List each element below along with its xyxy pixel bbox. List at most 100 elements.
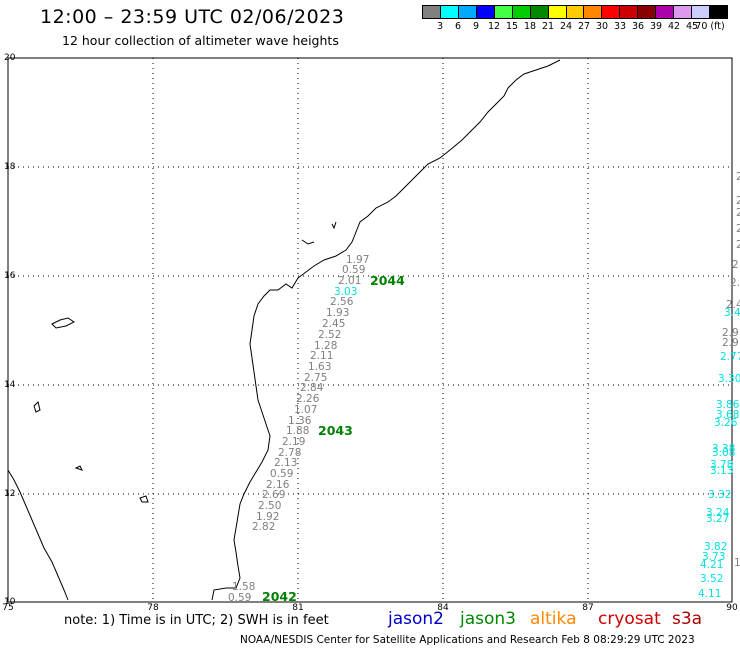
colorbar-label: 21 bbox=[541, 21, 555, 32]
island-small-2 bbox=[139, 495, 149, 503]
colorbar-swatch bbox=[458, 6, 477, 18]
colorbar-label: 27 bbox=[577, 21, 591, 32]
swh-observation: 3.82 bbox=[704, 541, 727, 553]
swh-observation: 2.4 bbox=[726, 299, 740, 311]
latitude-label: 10 bbox=[4, 597, 16, 607]
swh-observation: 3.26 bbox=[714, 417, 738, 429]
swh-observation: 2. bbox=[732, 259, 740, 271]
colorbar-label: 33 bbox=[613, 21, 627, 32]
jason3-track-labels: 2044 2043 2042 bbox=[262, 273, 405, 604]
colorbar-label: 42 bbox=[667, 21, 681, 32]
colorbar-label: 24 bbox=[559, 21, 573, 32]
coastline bbox=[7, 59, 561, 601]
swh-observation: 3.27 bbox=[706, 513, 729, 525]
swh-observation: 2. bbox=[736, 223, 740, 235]
swh-observation: 4.11 bbox=[698, 588, 721, 600]
latitude-label: 12 bbox=[4, 489, 16, 499]
colorbar-swatch bbox=[584, 6, 603, 18]
colorbar-label: 6 bbox=[454, 21, 462, 32]
longitude-label: 87 bbox=[582, 603, 594, 613]
colorbar-swatch bbox=[710, 6, 727, 18]
colorbar-swatch bbox=[674, 6, 693, 18]
swh-observation: 3.24 bbox=[706, 507, 730, 519]
island-small-3 bbox=[74, 465, 83, 471]
map-frame bbox=[7, 57, 733, 603]
latitude-label: 18 bbox=[4, 162, 16, 172]
swh-observation: 2.78 bbox=[278, 447, 301, 459]
cycle-label-2044: 2044 bbox=[370, 273, 405, 288]
cycle-label-2042: 2042 bbox=[262, 589, 297, 604]
satellite-legend-cryosat: cryosat bbox=[598, 609, 661, 629]
swh-observation: 2.77 bbox=[720, 351, 740, 363]
swh-observation: 3.68 bbox=[716, 409, 739, 421]
swh-observation: 1.36 bbox=[288, 415, 312, 427]
swh-observation: 3.03 bbox=[334, 286, 357, 298]
latitude-label: 20 bbox=[4, 53, 16, 63]
colorbar-swatch bbox=[476, 6, 495, 18]
swh-observation: 3.32 bbox=[708, 489, 731, 501]
swh-observation: 2.9 bbox=[722, 327, 739, 339]
swh-observation: 3.86 bbox=[716, 399, 740, 411]
swh-observation: 3.13 bbox=[710, 465, 733, 477]
colorbar-label: 39 bbox=[649, 21, 663, 32]
colorbar-label: 70 (ft) bbox=[695, 21, 725, 32]
swh-observation: 2 bbox=[736, 195, 740, 207]
lat-lon-grid bbox=[8, 58, 732, 602]
swh-observation: 1.97 bbox=[346, 254, 369, 266]
swh-observation: 1.92 bbox=[256, 511, 279, 523]
swh-observation: 2.26 bbox=[296, 393, 320, 405]
swh-observation: 3.73 bbox=[702, 551, 725, 563]
swh-observation: 2.16 bbox=[266, 479, 290, 491]
swh-observation: 3.78 bbox=[710, 459, 733, 471]
swh-observation: 2. bbox=[736, 171, 740, 183]
swh-observation: 2.75 bbox=[304, 372, 327, 384]
colorbar-label: 36 bbox=[631, 21, 645, 32]
swh-observation: 1.93 bbox=[326, 307, 349, 319]
satellite-legend-altika: altika bbox=[530, 609, 577, 629]
longitude-label: 84 bbox=[437, 603, 449, 613]
swh-observation: 2.50 bbox=[258, 500, 281, 512]
colorbar-swatch bbox=[530, 6, 549, 18]
swh-observation: 2. bbox=[730, 277, 740, 289]
longitude-label: 90 bbox=[726, 603, 738, 613]
swh-observation: 2.19 bbox=[282, 436, 305, 448]
colorbar-label: 9 bbox=[472, 21, 480, 32]
map-title: 12:00 – 23:59 UTC 02/06/2023 bbox=[40, 6, 345, 28]
satellite-legend-jason2: jason2 bbox=[388, 609, 444, 629]
jason3-swh-observations: 1.970.592.013.032.561.932.452.521.282.11… bbox=[228, 254, 369, 604]
colorbar-swatch bbox=[656, 6, 675, 18]
map-subtitle: 12 hour collection of altimeter wave hei… bbox=[62, 33, 339, 48]
swh-observation: 2.56 bbox=[330, 296, 354, 308]
island-andaman bbox=[51, 317, 75, 329]
right-edge-swh-observations: 2. 22 2. 2. 2. 2. 2.43.4 2.92.9 2.77 3.30 3.863.68… bbox=[698, 171, 740, 600]
colorbar-swatch bbox=[602, 6, 621, 18]
colorbar-swatch bbox=[512, 6, 531, 18]
longitude-label: 75 bbox=[2, 603, 14, 613]
swh-observation: 2.9 bbox=[722, 337, 739, 349]
colorbar-swatch bbox=[638, 6, 657, 18]
swh-observation: 2. bbox=[736, 239, 740, 251]
sri-lanka-coast bbox=[7, 469, 69, 601]
swh-observation: 1 bbox=[734, 557, 740, 569]
longitude-label: 78 bbox=[147, 603, 159, 613]
swh-observation: 3.38 bbox=[712, 443, 735, 455]
mouth-detail bbox=[331, 221, 337, 230]
colorbar-label: 45 bbox=[685, 21, 699, 32]
swh-observation: 2.01 bbox=[338, 275, 361, 287]
credit-line: NOAA/NESDIS Center for Satellite Applica… bbox=[240, 634, 695, 646]
swh-observation: 4.21 bbox=[700, 559, 723, 571]
colorbar-label: 18 bbox=[523, 21, 537, 32]
swh-observation: 3.08 bbox=[712, 447, 735, 459]
swh-observation: 0.59 bbox=[342, 264, 365, 276]
swh-observation: 0.59 bbox=[270, 468, 293, 480]
colorbar-label: 12 bbox=[487, 21, 501, 32]
footer-note: note: 1) Time is in UTC; 2) SWH is in fe… bbox=[64, 613, 329, 628]
swh-observation: 1.28 bbox=[314, 340, 337, 352]
swh-observation: 2.11 bbox=[310, 350, 333, 362]
colorbar-swatch bbox=[692, 6, 710, 18]
colorbar-swatch bbox=[620, 6, 639, 18]
swh-observation: 2.82 bbox=[252, 521, 275, 533]
swh-observation: 2.45 bbox=[322, 318, 345, 330]
island-small-1 bbox=[33, 401, 41, 413]
